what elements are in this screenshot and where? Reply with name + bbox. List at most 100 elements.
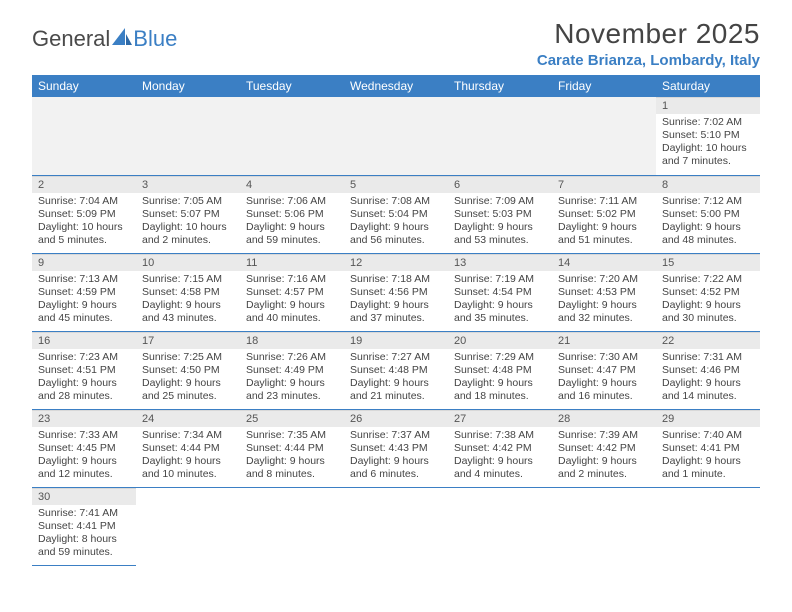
calendar-cell — [32, 97, 136, 175]
sunset-line: Sunset: 5:06 PM — [246, 208, 338, 221]
day-number: 12 — [344, 254, 448, 271]
sunset-line: Sunset: 4:54 PM — [454, 286, 546, 299]
sunrise-line: Sunrise: 7:34 AM — [142, 429, 234, 442]
calendar-cell — [552, 97, 656, 175]
daylight-line: Daylight: 9 hours and 32 minutes. — [558, 299, 650, 325]
weekday-header: Thursday — [448, 75, 552, 97]
daylight-line: Daylight: 9 hours and 6 minutes. — [350, 455, 442, 481]
sunrise-line: Sunrise: 7:04 AM — [38, 195, 130, 208]
sunset-line: Sunset: 5:09 PM — [38, 208, 130, 221]
day-body: Sunrise: 7:33 AMSunset: 4:45 PMDaylight:… — [32, 427, 136, 486]
sunrise-line: Sunrise: 7:18 AM — [350, 273, 442, 286]
daylight-line: Daylight: 9 hours and 14 minutes. — [662, 377, 754, 403]
calendar-row: 16Sunrise: 7:23 AMSunset: 4:51 PMDayligh… — [32, 331, 760, 409]
day-number: 24 — [136, 410, 240, 427]
daylight-line: Daylight: 9 hours and 12 minutes. — [38, 455, 130, 481]
calendar-cell — [136, 97, 240, 175]
day-body: Sunrise: 7:35 AMSunset: 4:44 PMDaylight:… — [240, 427, 344, 486]
day-body: Sunrise: 7:38 AMSunset: 4:42 PMDaylight:… — [448, 427, 552, 486]
sunset-line: Sunset: 4:59 PM — [38, 286, 130, 299]
calendar-row: 23Sunrise: 7:33 AMSunset: 4:45 PMDayligh… — [32, 409, 760, 487]
daylight-line: Daylight: 9 hours and 59 minutes. — [246, 221, 338, 247]
sunset-line: Sunset: 4:48 PM — [350, 364, 442, 377]
daylight-line: Daylight: 9 hours and 56 minutes. — [350, 221, 442, 247]
day-body: Sunrise: 7:34 AMSunset: 4:44 PMDaylight:… — [136, 427, 240, 486]
calendar-cell: 7Sunrise: 7:11 AMSunset: 5:02 PMDaylight… — [552, 175, 656, 253]
sunset-line: Sunset: 4:49 PM — [246, 364, 338, 377]
daylight-line: Daylight: 9 hours and 37 minutes. — [350, 299, 442, 325]
sunrise-line: Sunrise: 7:15 AM — [142, 273, 234, 286]
calendar-cell: 30Sunrise: 7:41 AMSunset: 4:41 PMDayligh… — [32, 487, 136, 565]
daylight-line: Daylight: 9 hours and 2 minutes. — [558, 455, 650, 481]
calendar-cell: 22Sunrise: 7:31 AMSunset: 4:46 PMDayligh… — [656, 331, 760, 409]
weekday-header: Wednesday — [344, 75, 448, 97]
sunrise-line: Sunrise: 7:39 AM — [558, 429, 650, 442]
sunset-line: Sunset: 4:53 PM — [558, 286, 650, 299]
sunset-line: Sunset: 4:44 PM — [142, 442, 234, 455]
sunset-line: Sunset: 5:10 PM — [662, 129, 754, 142]
calendar-cell: 13Sunrise: 7:19 AMSunset: 4:54 PMDayligh… — [448, 253, 552, 331]
calendar-cell: 11Sunrise: 7:16 AMSunset: 4:57 PMDayligh… — [240, 253, 344, 331]
day-body: Sunrise: 7:11 AMSunset: 5:02 PMDaylight:… — [552, 193, 656, 252]
day-body: Sunrise: 7:23 AMSunset: 4:51 PMDaylight:… — [32, 349, 136, 408]
day-body: Sunrise: 7:09 AMSunset: 5:03 PMDaylight:… — [448, 193, 552, 252]
day-number: 6 — [448, 176, 552, 193]
day-body: Sunrise: 7:05 AMSunset: 5:07 PMDaylight:… — [136, 193, 240, 252]
day-number: 17 — [136, 332, 240, 349]
day-number: 11 — [240, 254, 344, 271]
calendar-cell — [656, 487, 760, 565]
day-number: 14 — [552, 254, 656, 271]
sunset-line: Sunset: 5:07 PM — [142, 208, 234, 221]
weekday-header: Saturday — [656, 75, 760, 97]
sunset-line: Sunset: 4:47 PM — [558, 364, 650, 377]
calendar-cell: 12Sunrise: 7:18 AMSunset: 4:56 PMDayligh… — [344, 253, 448, 331]
day-body: Sunrise: 7:13 AMSunset: 4:59 PMDaylight:… — [32, 271, 136, 330]
day-number: 18 — [240, 332, 344, 349]
header: GeneralBlue November 2025 Carate Brianza… — [32, 18, 760, 69]
calendar-cell: 3Sunrise: 7:05 AMSunset: 5:07 PMDaylight… — [136, 175, 240, 253]
sunrise-line: Sunrise: 7:41 AM — [38, 507, 130, 520]
weekday-header-row: SundayMondayTuesdayWednesdayThursdayFrid… — [32, 75, 760, 97]
sunset-line: Sunset: 4:50 PM — [142, 364, 234, 377]
sunrise-line: Sunrise: 7:19 AM — [454, 273, 546, 286]
day-number: 1 — [656, 97, 760, 114]
sunrise-line: Sunrise: 7:25 AM — [142, 351, 234, 364]
day-number: 8 — [656, 176, 760, 193]
day-body: Sunrise: 7:15 AMSunset: 4:58 PMDaylight:… — [136, 271, 240, 330]
sunrise-line: Sunrise: 7:13 AM — [38, 273, 130, 286]
sunset-line: Sunset: 5:02 PM — [558, 208, 650, 221]
calendar-cell: 28Sunrise: 7:39 AMSunset: 4:42 PMDayligh… — [552, 409, 656, 487]
day-number: 2 — [32, 176, 136, 193]
calendar-cell: 19Sunrise: 7:27 AMSunset: 4:48 PMDayligh… — [344, 331, 448, 409]
daylight-line: Daylight: 10 hours and 5 minutes. — [38, 221, 130, 247]
calendar-cell: 26Sunrise: 7:37 AMSunset: 4:43 PMDayligh… — [344, 409, 448, 487]
day-body: Sunrise: 7:12 AMSunset: 5:00 PMDaylight:… — [656, 193, 760, 252]
day-number: 5 — [344, 176, 448, 193]
sunrise-line: Sunrise: 7:16 AM — [246, 273, 338, 286]
calendar-cell: 20Sunrise: 7:29 AMSunset: 4:48 PMDayligh… — [448, 331, 552, 409]
day-number: 4 — [240, 176, 344, 193]
calendar-cell: 21Sunrise: 7:30 AMSunset: 4:47 PMDayligh… — [552, 331, 656, 409]
sunrise-line: Sunrise: 7:37 AM — [350, 429, 442, 442]
sunset-line: Sunset: 4:42 PM — [558, 442, 650, 455]
calendar-cell — [448, 487, 552, 565]
sunset-line: Sunset: 4:43 PM — [350, 442, 442, 455]
sunrise-line: Sunrise: 7:35 AM — [246, 429, 338, 442]
sunset-line: Sunset: 4:42 PM — [454, 442, 546, 455]
calendar-cell: 29Sunrise: 7:40 AMSunset: 4:41 PMDayligh… — [656, 409, 760, 487]
day-body: Sunrise: 7:16 AMSunset: 4:57 PMDaylight:… — [240, 271, 344, 330]
daylight-line: Daylight: 9 hours and 18 minutes. — [454, 377, 546, 403]
day-body: Sunrise: 7:31 AMSunset: 4:46 PMDaylight:… — [656, 349, 760, 408]
calendar-cell: 6Sunrise: 7:09 AMSunset: 5:03 PMDaylight… — [448, 175, 552, 253]
sunrise-line: Sunrise: 7:09 AM — [454, 195, 546, 208]
daylight-line: Daylight: 9 hours and 23 minutes. — [246, 377, 338, 403]
calendar-cell: 14Sunrise: 7:20 AMSunset: 4:53 PMDayligh… — [552, 253, 656, 331]
calendar-row: 9Sunrise: 7:13 AMSunset: 4:59 PMDaylight… — [32, 253, 760, 331]
calendar-cell: 27Sunrise: 7:38 AMSunset: 4:42 PMDayligh… — [448, 409, 552, 487]
daylight-line: Daylight: 9 hours and 8 minutes. — [246, 455, 338, 481]
sunrise-line: Sunrise: 7:26 AM — [246, 351, 338, 364]
day-number: 3 — [136, 176, 240, 193]
day-number: 7 — [552, 176, 656, 193]
day-body: Sunrise: 7:25 AMSunset: 4:50 PMDaylight:… — [136, 349, 240, 408]
location: Carate Brianza, Lombardy, Italy — [537, 52, 760, 69]
